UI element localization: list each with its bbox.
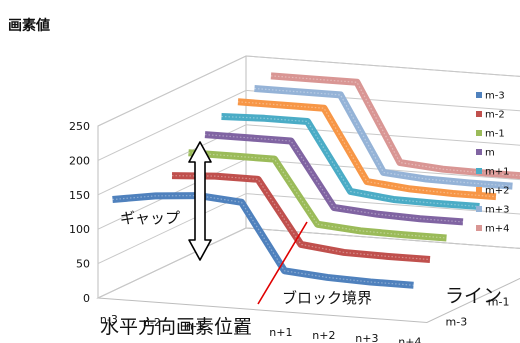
chart-gridlines xyxy=(97,55,520,299)
legend-swatch xyxy=(476,111,482,117)
gridline xyxy=(97,89,520,161)
x-axis-label: 水平方向画素位置 xyxy=(100,316,252,338)
legend-label: m+4 xyxy=(485,224,509,235)
series-line-m+3 xyxy=(254,85,513,190)
legend-label: m-1 xyxy=(485,129,505,140)
legend-swatch xyxy=(476,168,482,174)
series-line-m-2 xyxy=(171,172,431,264)
x-tick-label: n+2 xyxy=(312,329,335,342)
gap-double-arrow xyxy=(188,141,212,261)
depth-tick-label: m-3 xyxy=(446,315,468,328)
y-tick-label: 100 xyxy=(69,223,90,236)
gridline xyxy=(97,55,520,127)
x-tick-label: n+1 xyxy=(269,326,292,339)
y-tick-label: 0 xyxy=(83,292,90,305)
series-line-m xyxy=(204,131,464,226)
y-axis-label: 画素値 xyxy=(8,17,50,34)
gap-label: ギャップ xyxy=(120,209,180,227)
x-tick-label: n-2 xyxy=(143,316,161,329)
series-line-texture xyxy=(237,101,497,198)
gridline xyxy=(97,227,520,299)
block-boundary-label: ブロック境界 xyxy=(282,289,372,307)
series-line-texture xyxy=(254,87,513,187)
legend-swatch xyxy=(476,130,482,136)
gridline xyxy=(97,124,520,196)
series-line-texture xyxy=(172,175,431,261)
series-line-texture xyxy=(204,134,464,223)
series-line-m+2 xyxy=(237,98,497,201)
series-line-m-3 xyxy=(112,192,414,289)
block-boundary-line xyxy=(257,221,308,305)
depth-tick-label: m-1 xyxy=(488,295,510,308)
legend-swatch xyxy=(476,92,482,98)
depth-axis-label: ライン xyxy=(445,285,502,307)
legend-label: m+2 xyxy=(485,186,509,197)
x-tick-label: n-1 xyxy=(186,319,204,332)
chart-series xyxy=(112,72,520,289)
x-tick-label: n+4 xyxy=(398,335,421,343)
legend-label: m+3 xyxy=(485,205,509,216)
y-tick-label: 150 xyxy=(69,189,90,202)
gridline xyxy=(97,193,520,265)
series-line-m+1 xyxy=(221,112,480,211)
x-tick-label: n xyxy=(234,323,241,336)
y-tick-label: 50 xyxy=(76,258,90,271)
x-tick-label: n-3 xyxy=(100,313,118,326)
x-tick-label: n+3 xyxy=(355,332,378,343)
series-line-texture xyxy=(270,75,520,177)
chart-ticks: 0 50 100 150 200 250 n-3 n-2 n-1 n n+1 n+2 n+3 n+4 m-3… xyxy=(69,120,510,343)
series-line-m-1 xyxy=(188,149,447,242)
legend-label: m+1 xyxy=(485,167,509,178)
legend-label: m xyxy=(485,148,495,159)
series-line-m+4 xyxy=(270,72,520,180)
legend-label: m-2 xyxy=(485,110,505,121)
legend-swatch xyxy=(476,225,482,231)
series-line-texture xyxy=(221,115,480,208)
legend: m-3 m-2 m-1 m m+1 m+2 m+3 m+4 xyxy=(476,91,509,235)
series-line-texture xyxy=(112,194,414,286)
legend-label: m-3 xyxy=(485,91,505,102)
y-tick-label: 200 xyxy=(69,154,90,167)
legend-swatch xyxy=(476,187,482,193)
legend-swatch xyxy=(476,206,482,212)
series-line-texture xyxy=(188,152,447,239)
y-tick-label: 250 xyxy=(69,120,90,133)
legend-swatch xyxy=(476,149,482,155)
